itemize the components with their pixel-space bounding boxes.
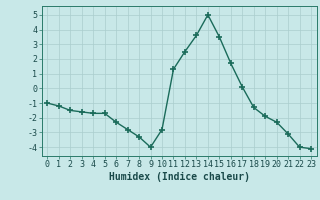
X-axis label: Humidex (Indice chaleur): Humidex (Indice chaleur) <box>109 172 250 182</box>
